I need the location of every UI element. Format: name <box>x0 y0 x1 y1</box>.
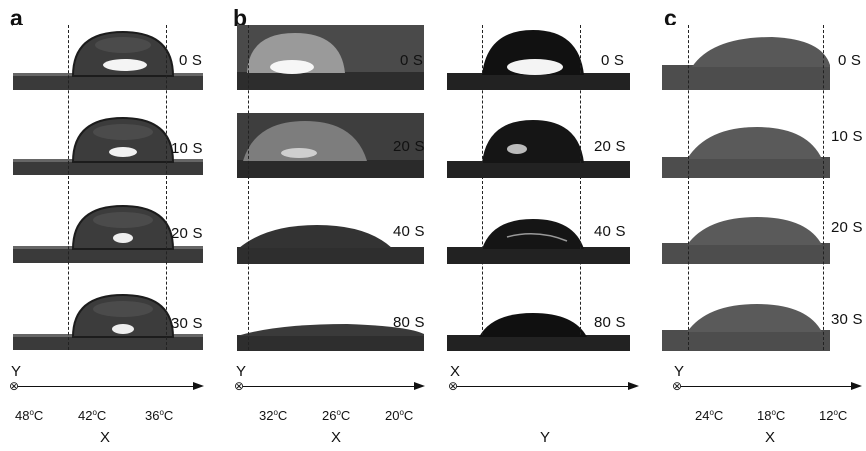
droplet-image-b-3 <box>237 286 424 351</box>
time-label-a-3: 30 S <box>171 315 203 332</box>
perp-label-a: Y <box>11 363 22 380</box>
temp-label-c-1: 18oC <box>757 408 786 423</box>
temp-label-b-0: 32oC <box>259 408 288 423</box>
out-of-plane-icon-c: ⊗ <box>672 379 683 393</box>
droplet-image-b-1 <box>237 113 424 178</box>
droplet-image-a-1 <box>13 110 203 175</box>
axis-arrow-b <box>243 386 415 387</box>
arrowhead-icon-b2 <box>628 382 639 390</box>
time-label-c-1: 10 S <box>831 128 863 145</box>
axis-arrow-b2 <box>457 386 629 387</box>
droplet-image-b2-2 <box>447 199 630 264</box>
boundary-guide-a-left <box>68 25 69 350</box>
boundary-guide-c-left <box>688 25 689 350</box>
out-of-plane-icon-b: ⊗ <box>234 379 245 393</box>
droplet-image-b2-0 <box>447 25 630 90</box>
time-label-a-2: 20 S <box>171 225 203 242</box>
time-label-b2-1: 20 S <box>594 138 626 155</box>
axis-label-c: X <box>765 429 776 446</box>
axis-arrow-c <box>681 386 852 387</box>
axis-label-b2: Y <box>540 429 551 446</box>
perp-label-c: Y <box>674 363 685 380</box>
axis-label-a: X <box>100 429 111 446</box>
droplet-image-c-2 <box>662 199 830 264</box>
axis-label-b: X <box>331 429 342 446</box>
panel-label-a: a <box>10 5 23 31</box>
time-label-c-2: 20 S <box>831 219 863 236</box>
temp-label-a-1: 42oC <box>78 408 107 423</box>
perp-label-b: Y <box>236 363 247 380</box>
axis-arrow-a <box>18 386 194 387</box>
boundary-guide-b2-right <box>580 25 581 350</box>
boundary-guide-b-left <box>248 25 249 350</box>
time-label-c-0: 0 S <box>838 52 862 69</box>
time-label-b-1: 20 S <box>393 138 425 155</box>
droplet-image-c-3 <box>662 286 830 351</box>
temp-label-b-2: 20oC <box>385 408 414 423</box>
temp-label-a-0: 48oC <box>15 408 44 423</box>
panel-label-b: b <box>233 5 248 31</box>
boundary-guide-a-right <box>166 25 167 350</box>
time-label-a-0: 0 S <box>179 52 203 69</box>
time-label-b-0: 0 S <box>400 52 424 69</box>
droplet-image-a-3 <box>13 285 203 350</box>
arrowhead-icon-b <box>414 382 425 390</box>
droplet-image-c-1 <box>662 113 830 178</box>
time-label-b2-3: 80 S <box>594 314 626 331</box>
arrowhead-icon-a <box>193 382 204 390</box>
time-label-b2-0: 0 S <box>601 52 625 69</box>
droplet-image-a-0 <box>13 25 203 90</box>
droplet-image-b-2 <box>237 199 424 264</box>
temp-label-a-2: 36oC <box>145 408 174 423</box>
time-label-b2-2: 40 S <box>594 223 626 240</box>
droplet-image-c-0 <box>662 25 830 90</box>
droplet-image-a-2 <box>13 198 203 263</box>
time-label-b-2: 40 S <box>393 223 425 240</box>
droplet-image-b2-1 <box>447 113 630 178</box>
out-of-plane-icon-b2: ⊗ <box>448 379 459 393</box>
out-of-plane-icon-a: ⊗ <box>9 379 20 393</box>
time-label-a-1: 10 S <box>171 140 203 157</box>
time-label-c-3: 30 S <box>831 311 863 328</box>
arrowhead-icon-c <box>851 382 862 390</box>
temp-label-c-2: 12oC <box>819 408 848 423</box>
temp-label-c-0: 24oC <box>695 408 724 423</box>
boundary-guide-b2-left <box>482 25 483 350</box>
temp-label-b-1: 26oC <box>322 408 351 423</box>
time-label-b-3: 80 S <box>393 314 425 331</box>
boundary-guide-c-right <box>823 25 824 350</box>
droplet-image-b-0 <box>237 25 424 90</box>
droplet-image-b2-3 <box>447 286 630 351</box>
panel-label-c: c <box>664 5 677 31</box>
perp-label-b2: X <box>450 363 461 380</box>
